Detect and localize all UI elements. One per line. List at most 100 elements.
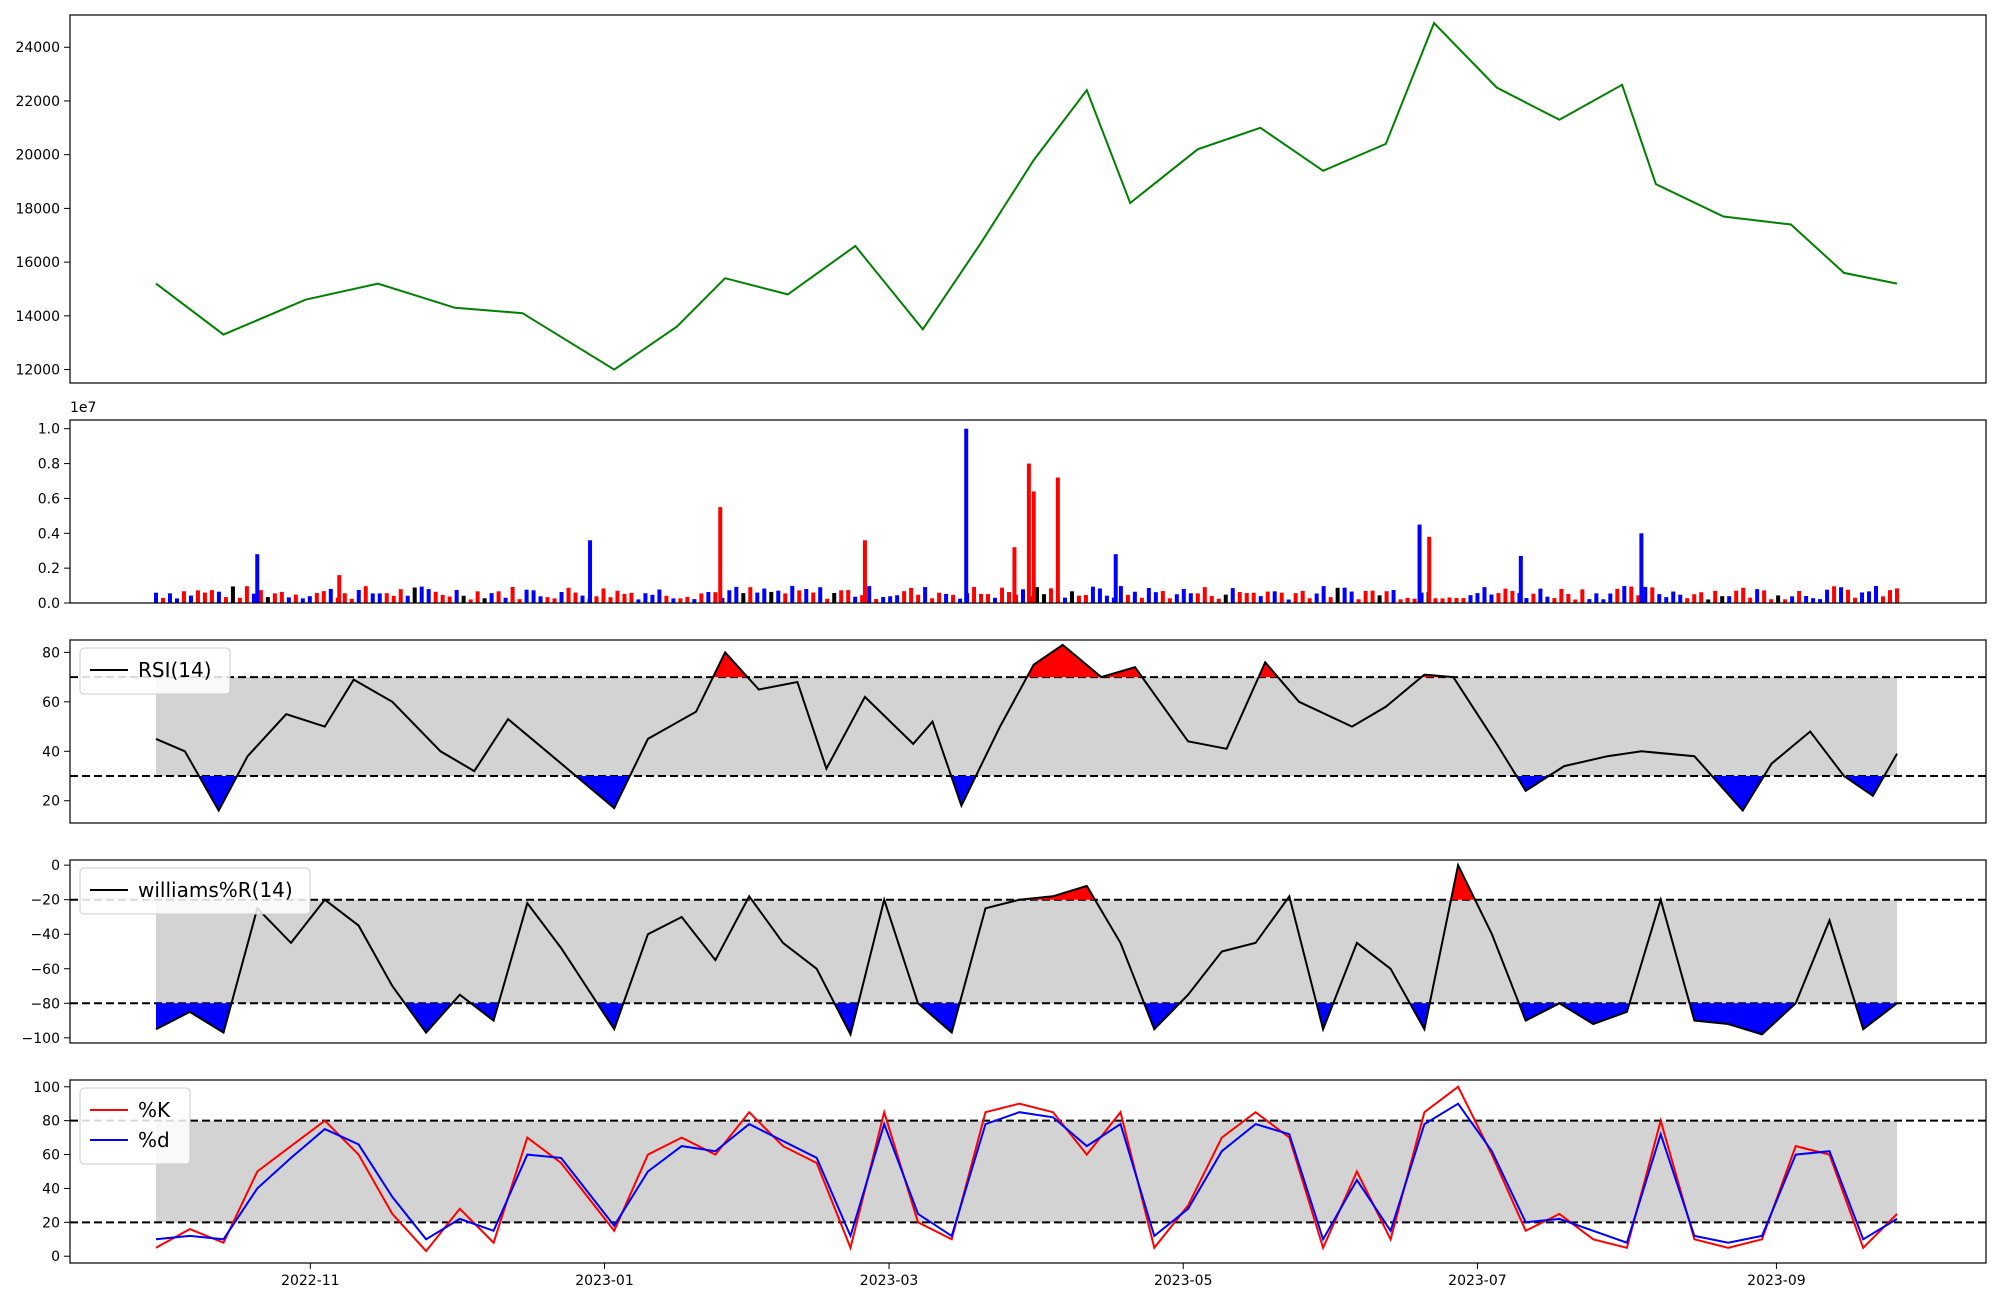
volume-bar xyxy=(622,593,627,603)
volume-bar xyxy=(853,596,858,603)
volume-bar xyxy=(657,589,662,603)
volume-bar xyxy=(825,598,830,603)
volume-bar xyxy=(1083,595,1088,603)
volume-bar xyxy=(860,595,865,603)
volume-bar xyxy=(1769,599,1774,603)
volume-bar xyxy=(447,596,452,603)
volume-bar xyxy=(804,589,809,603)
volume-bar xyxy=(1188,593,1193,603)
volume-bar xyxy=(685,596,690,603)
volume-bar xyxy=(559,592,564,603)
volume-bar xyxy=(1447,597,1452,603)
volume-bar xyxy=(1496,593,1501,603)
neutral-band-stochastic xyxy=(156,1120,1897,1223)
volume-bar xyxy=(1720,596,1725,603)
volume-bar xyxy=(552,598,557,603)
volume-bar xyxy=(1370,590,1375,603)
volume-bar xyxy=(384,593,389,603)
volume-bar xyxy=(1671,591,1676,603)
volume-bar xyxy=(762,588,767,603)
volume-bar xyxy=(1433,598,1438,603)
volume-bar xyxy=(475,591,480,603)
volume-bar xyxy=(615,590,620,603)
y-tick-label-stochastic: 80 xyxy=(42,1114,60,1130)
axes-frame-williams_r xyxy=(69,859,1987,1044)
volume-bar xyxy=(1384,591,1389,603)
volume-bar xyxy=(1699,592,1704,603)
volume-bar xyxy=(1888,590,1893,603)
volume-bar xyxy=(1566,593,1571,603)
legend-label-stochastic: %K xyxy=(138,1098,171,1122)
y-tick-label-volume: 0.2 xyxy=(38,561,60,577)
volume-bar xyxy=(1160,591,1165,603)
volume-bar xyxy=(718,507,723,603)
volume-bar xyxy=(972,586,977,603)
volume-bar xyxy=(692,599,697,603)
volume-bar xyxy=(1664,597,1669,603)
volume-bar xyxy=(797,590,802,603)
williams_r-line xyxy=(155,862,1898,1038)
y-tick-label-williams_r: −20 xyxy=(30,893,60,909)
volume-bar xyxy=(482,598,487,603)
volume-bar xyxy=(1650,587,1655,603)
neutral-band-rsi xyxy=(156,677,1897,777)
volume-bar xyxy=(524,589,529,603)
volume-bar xyxy=(1286,599,1291,603)
volume-bar xyxy=(944,593,949,603)
volume-bar xyxy=(1000,587,1005,603)
stochastic-line-d xyxy=(155,1102,1898,1244)
volume-bar xyxy=(1195,593,1200,603)
volume-bar xyxy=(496,591,501,603)
volume-bar xyxy=(1427,536,1432,603)
volume-bar xyxy=(1454,597,1459,603)
volume-bar xyxy=(720,597,725,603)
volume-bar xyxy=(1237,591,1242,603)
volume-bar xyxy=(1874,586,1879,603)
volume-bar xyxy=(1755,589,1760,603)
volume-bar xyxy=(1615,588,1620,603)
x-tick-label: 2023-09 xyxy=(1747,1273,1806,1289)
volume-bar xyxy=(1727,596,1732,603)
volume-bar xyxy=(1104,595,1109,603)
y-tick-label-volume: 0.4 xyxy=(38,526,60,542)
oversold-fill-rsi xyxy=(1712,776,1764,811)
oversold-fill-rsi xyxy=(951,776,976,806)
volume-bar xyxy=(790,585,795,603)
volume-bar xyxy=(573,592,578,603)
volume-bar xyxy=(671,598,676,603)
volume-bar xyxy=(1510,590,1515,603)
volume-bar xyxy=(337,575,342,603)
volume-bar xyxy=(370,593,375,603)
volume-bar xyxy=(748,587,753,603)
legend-label-stochastic: %d xyxy=(138,1128,170,1152)
overbought-fill-rsi xyxy=(713,652,748,678)
legend-rsi xyxy=(79,647,231,695)
volume-bar xyxy=(1860,592,1865,603)
y-tick-label-rsi: 20 xyxy=(42,794,60,810)
y-tick-label-stochastic: 60 xyxy=(42,1148,60,1164)
volume-bar xyxy=(1342,587,1347,603)
volume-bar xyxy=(510,587,515,603)
volume-bar xyxy=(1790,596,1795,603)
volume-bar xyxy=(727,590,732,603)
volume-bar xyxy=(272,593,277,603)
volume-bar xyxy=(1328,597,1333,603)
volume-bar xyxy=(1748,597,1753,603)
volume-bar xyxy=(1055,477,1060,603)
volume-bar xyxy=(1587,599,1592,603)
volume-bar xyxy=(1622,586,1627,603)
y-tick-label-stochastic: 20 xyxy=(42,1215,60,1231)
volume-bar xyxy=(958,598,963,603)
y-tick-label-price: 18000 xyxy=(15,201,60,217)
y-tick-label-rsi: 40 xyxy=(42,744,60,760)
volume-bar xyxy=(405,595,410,603)
volume-bar xyxy=(181,591,186,603)
volume-bar xyxy=(881,596,886,603)
volume-bar xyxy=(1012,547,1017,603)
volume-bar xyxy=(1713,590,1718,603)
volume-bar xyxy=(209,590,214,603)
volume-bar xyxy=(1776,595,1781,603)
oversold-fill-williams_r xyxy=(1144,1003,1180,1030)
volume-bar xyxy=(1559,588,1564,603)
